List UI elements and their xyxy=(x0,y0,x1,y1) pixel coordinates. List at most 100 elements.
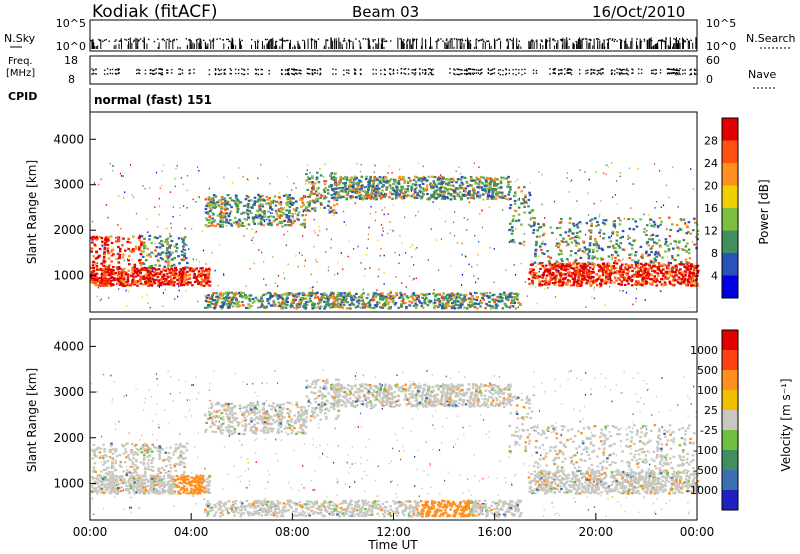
heatmap-cell xyxy=(675,274,678,277)
heatmap-cell xyxy=(578,248,582,251)
nsearch-point xyxy=(162,38,164,40)
heatmap-cell xyxy=(216,223,220,226)
freq-point xyxy=(654,69,656,71)
heatmap-cell xyxy=(403,195,406,198)
heatmap-cell xyxy=(683,282,686,285)
heatmap-cell xyxy=(442,193,446,197)
nave-point xyxy=(599,72,601,74)
heatmap-cell xyxy=(646,263,650,266)
heatmap-cell xyxy=(486,197,489,201)
heatmap-cell xyxy=(607,236,611,239)
heatmap-cell xyxy=(554,244,558,247)
heatmap-cell xyxy=(573,260,577,263)
heatmap-cell xyxy=(145,267,149,270)
nsearch-point xyxy=(108,40,110,42)
heatmap-cell xyxy=(107,236,111,239)
heatmap-cell xyxy=(679,268,682,271)
heatmap-cell xyxy=(304,207,308,210)
heatmap-cell xyxy=(384,176,387,179)
heatmap-cell xyxy=(660,283,664,286)
heatmap-cell xyxy=(591,250,595,254)
heatmap-cell xyxy=(257,222,261,225)
freq-point xyxy=(421,69,424,71)
heatmap-cell xyxy=(609,273,612,277)
heatmap-cell xyxy=(266,198,270,201)
heatmap-cell xyxy=(192,276,196,279)
heatmap-cell xyxy=(511,218,515,221)
heatmap-cell xyxy=(240,224,244,227)
heatmap-cell xyxy=(278,202,281,205)
heatmap-cell xyxy=(204,276,207,279)
heatmap-cell xyxy=(504,303,507,306)
heatmap-cell xyxy=(627,264,630,267)
heatmap-cell xyxy=(483,188,487,191)
heatmap-cell xyxy=(646,269,650,272)
heatmap-cell xyxy=(305,208,308,212)
heatmap-cell xyxy=(172,284,176,287)
heatmap-cell xyxy=(287,215,291,218)
heatmap-cell xyxy=(432,180,435,183)
heatmap-cell xyxy=(571,277,575,280)
heatmap-cell xyxy=(258,205,261,208)
heatmap-cell xyxy=(492,197,496,200)
heatmap-cell xyxy=(605,266,609,269)
heatmap-cell xyxy=(549,256,553,259)
heatmap-cell xyxy=(211,294,215,297)
heatmap-cell xyxy=(612,262,616,265)
heatmap-cell xyxy=(357,302,361,305)
nave-point xyxy=(188,72,190,75)
nsearch-point xyxy=(383,38,385,40)
heatmap-cell xyxy=(387,293,391,296)
heatmap-cell xyxy=(165,249,169,252)
heatmap-cell xyxy=(501,307,505,310)
heatmap-cell xyxy=(415,297,419,301)
heatmap-cell xyxy=(280,207,283,210)
heatmap-cell xyxy=(310,192,313,195)
beam-title: Beam 03 xyxy=(352,3,419,21)
freq-point xyxy=(360,68,362,70)
nsearch-point xyxy=(424,40,427,42)
freq-point xyxy=(620,69,622,71)
heatmap-cell xyxy=(645,250,648,253)
heatmap-cell xyxy=(355,176,358,180)
heatmap-cell xyxy=(532,268,535,271)
heatmap-cell xyxy=(220,202,224,206)
heatmap-cell xyxy=(178,281,182,284)
heatmap-cell xyxy=(464,194,467,197)
heatmap-cell xyxy=(630,247,634,250)
heatmap-cell xyxy=(499,179,503,183)
heatmap-cell xyxy=(500,299,504,303)
nave-point xyxy=(223,72,226,74)
heatmap-cell xyxy=(230,291,233,294)
heatmap-cell xyxy=(642,282,645,285)
freq-point xyxy=(425,69,427,71)
nsearch-point xyxy=(367,38,369,41)
heatmap-cell xyxy=(226,194,230,197)
heatmap-cell xyxy=(269,203,272,206)
heatmap-cell xyxy=(551,267,555,270)
heatmap-cell xyxy=(212,205,215,208)
nsearch-point xyxy=(449,40,451,43)
nave-point xyxy=(590,73,592,75)
heatmap-cell xyxy=(414,302,417,305)
heatmap-cell xyxy=(133,283,136,286)
heatmap-cell xyxy=(121,284,125,287)
heatmap-cell xyxy=(432,292,436,295)
nsearch-point xyxy=(552,39,554,41)
heatmap-cell xyxy=(328,296,332,299)
heatmap-cell xyxy=(619,273,623,277)
nave-point xyxy=(690,73,692,76)
heatmap-cell xyxy=(246,205,250,208)
heatmap-cell xyxy=(399,305,403,308)
heatmap-cell xyxy=(311,177,314,180)
heatmap-cell xyxy=(289,224,293,227)
heatmap-cell xyxy=(129,284,132,287)
heatmap-cell xyxy=(146,283,150,286)
heatmap-cell xyxy=(138,261,142,265)
heatmap-cell xyxy=(414,180,418,183)
heatmap-cell xyxy=(626,268,630,271)
heatmap-cell xyxy=(554,267,557,270)
heatmap-cell xyxy=(375,184,379,187)
heatmap-cell xyxy=(658,265,662,268)
heatmap-cell xyxy=(234,200,237,203)
